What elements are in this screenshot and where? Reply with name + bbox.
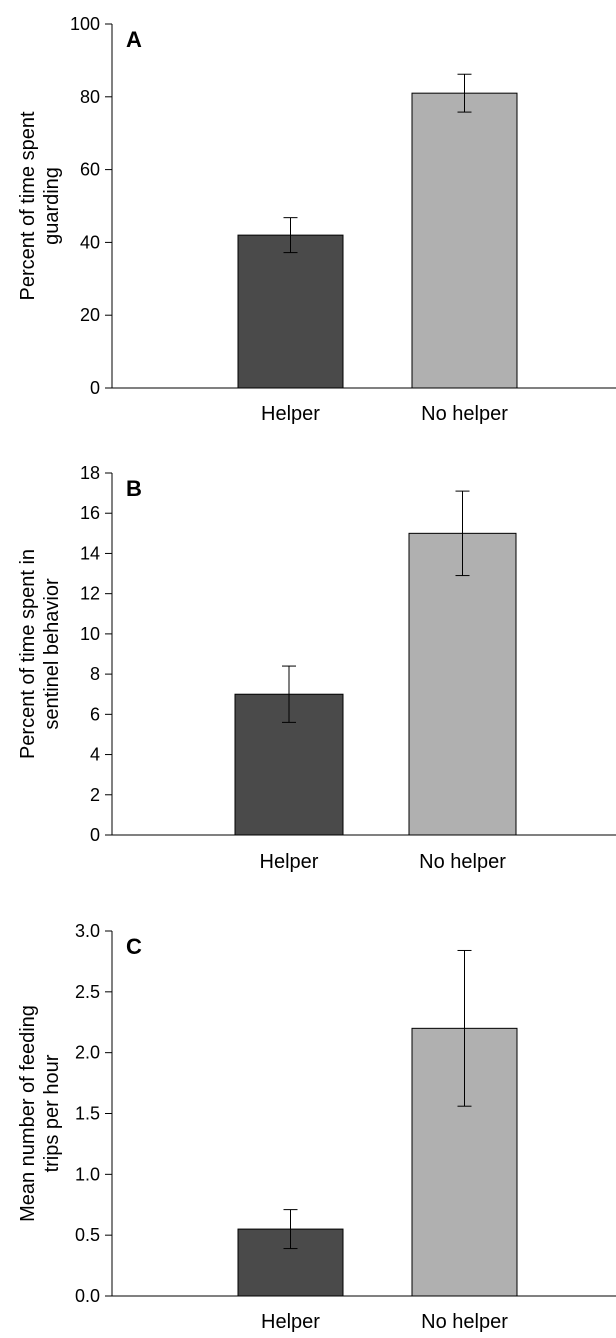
y-tick-label: 4 <box>90 745 100 765</box>
y-tick-label: 16 <box>80 503 100 523</box>
y-tick-label: 0 <box>90 378 100 398</box>
y-tick-label: 2.0 <box>75 1043 100 1063</box>
y-axis-label: Percent of time spent in sentinel behavio… <box>17 549 63 759</box>
category-label: Helper <box>261 1311 320 1333</box>
y-tick-label: 100 <box>70 14 100 34</box>
bar-helper <box>237 234 344 389</box>
y-tick-label: 0 <box>90 825 100 845</box>
y-tick-label: 18 <box>80 463 100 483</box>
y-axis-label: Mean number of feeding trips per hour <box>17 1005 63 1222</box>
y-tick-label: 0.5 <box>75 1225 100 1245</box>
chart-panel-c: 0.0 0.5 1.0 1.5 2.0 2.5 3.0 C Mean number of fee… <box>17 921 616 1333</box>
y-tick-label: 8 <box>90 664 100 684</box>
y-tick-label: 3.0 <box>75 921 100 941</box>
y-tick-label: 80 <box>80 87 100 107</box>
panel-label: A <box>126 27 142 52</box>
y-axis-label-line: Percent of time spent <box>17 111 39 300</box>
y-tick-label: 14 <box>80 543 100 563</box>
y-tick-label: 1.5 <box>75 1104 100 1124</box>
y-tick-label: 1.0 <box>75 1164 100 1184</box>
y-axis-label-line: Mean number of feeding <box>17 1005 39 1222</box>
y-tick-label: 10 <box>80 624 100 644</box>
category-label: No helper <box>421 403 508 425</box>
bar-no-helper <box>411 92 518 389</box>
y-tick-label: 40 <box>80 232 100 252</box>
chart-panel-a: 0 20 40 60 80 100 A Percent of time spent guardi… <box>17 14 616 425</box>
y-axis-label-line: trips per hour <box>41 1054 63 1172</box>
chart-panel-b: 0 2 4 6 8 10 12 14 16 18 B Percent of time spent in… <box>17 463 616 873</box>
y-tick-label: 12 <box>80 584 100 604</box>
y-tick-label: 2.5 <box>75 982 100 1002</box>
y-tick-label: 2 <box>90 785 100 805</box>
y-axis-label-line: Percent of time spent in <box>17 549 39 759</box>
y-tick-label: 20 <box>80 305 100 325</box>
y-axis-label-line: sentinel behavior <box>41 578 63 730</box>
panel-label: B <box>126 476 142 501</box>
category-label: No helper <box>419 851 506 873</box>
y-axis-label-line: guarding <box>41 167 63 245</box>
y-tick-label: 0.0 <box>75 1286 100 1306</box>
bar-no-helper <box>408 532 517 836</box>
y-tick-label: 60 <box>80 160 100 180</box>
y-axis-label: Percent of time spent guarding <box>17 111 63 300</box>
panel-label: C <box>126 934 142 959</box>
category-label: No helper <box>421 1311 508 1333</box>
category-label: Helper <box>261 403 320 425</box>
category-label: Helper <box>260 851 319 873</box>
y-tick-label: 6 <box>90 704 100 724</box>
